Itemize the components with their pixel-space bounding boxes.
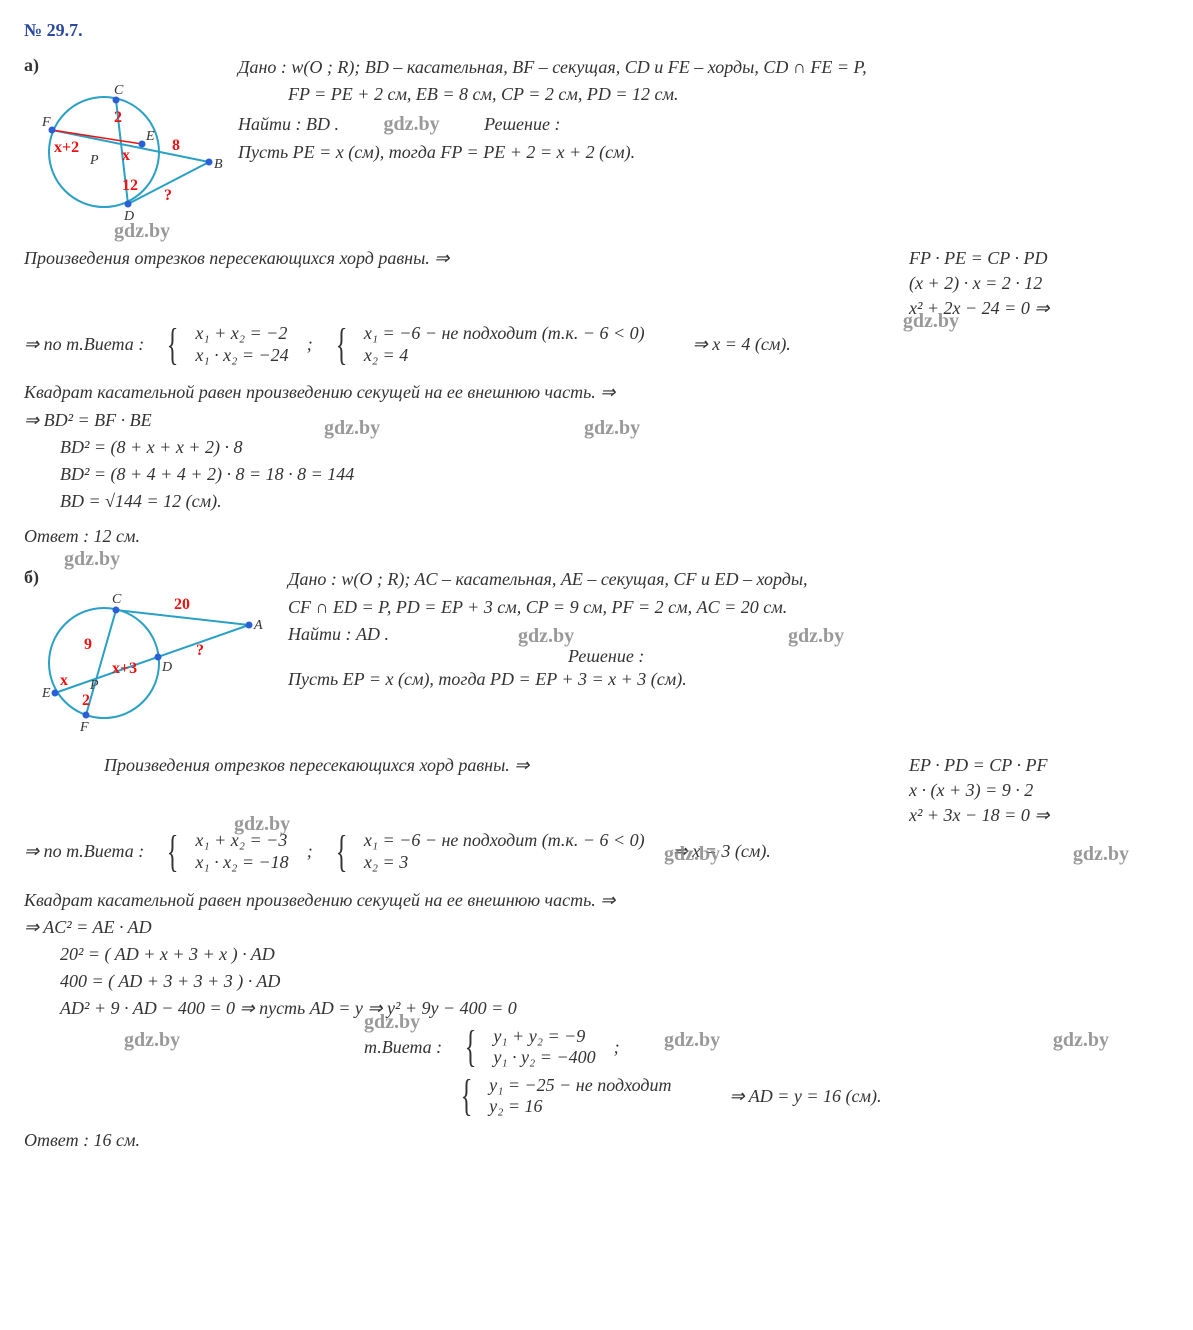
let-b: Пусть EP = x (см), тогда PD = EP + 3 = x…: [288, 667, 1169, 692]
label-2: 2: [114, 109, 122, 126]
label-xplus3: x+3: [112, 660, 137, 677]
diagram-b: C A D E F P 20 9 x x+3 2 ?: [24, 585, 274, 747]
brace-icon: {: [335, 326, 347, 364]
eq-b-1: EP · PD = CP · PF: [909, 753, 1169, 778]
eq-b-2: x · (x + 3) = 9 · 2: [909, 778, 1169, 803]
eq-a-1: FP · PE = CP · PD: [909, 246, 1169, 271]
label-q: ?: [164, 187, 172, 204]
vieta2-b-s1b: y₁ · y₂ = −400: [493, 1047, 595, 1069]
brace-icon: {: [167, 833, 179, 871]
watermark: gdz.by: [384, 110, 440, 138]
vieta2-b-s2b: y₂ = 16: [489, 1096, 671, 1118]
point-E: E: [145, 129, 155, 144]
watermark: gdz.by: [584, 414, 640, 442]
vieta-b-s2a: x₁ = −6 − не подходит (т.к. − 6 < 0): [364, 830, 645, 852]
watermark: gdz.by: [664, 840, 720, 868]
calc-a-3: BD² = (8 + 4 + 4 + 2) · 8 = 18 · 8 = 144: [24, 462, 1169, 487]
vieta-a-s1a: x₁ + x₂ = −2: [195, 323, 288, 345]
vieta-a-s2b: x₂ = 4: [364, 345, 645, 367]
calc-b-3: 400 = ( AD + 3 + 3 + 3 ) · AD: [24, 969, 1169, 994]
let-a: Пусть PE = x (см), тогда FP = PE + 2 = x…: [238, 140, 1169, 165]
point-A: A: [253, 618, 263, 633]
solution-head-a: Решение :: [484, 114, 560, 134]
label-20: 20: [174, 596, 190, 613]
given-b-2: CF ∩ ED = P, PD = EP + 3 см, CP = 9 см, …: [288, 595, 1169, 620]
watermark: gdz.by: [1053, 1026, 1109, 1054]
watermark: gdz.by: [124, 1026, 180, 1054]
calc-a-4: BD = √144 = 12 (см).: [24, 489, 1169, 514]
label-2: 2: [82, 692, 90, 709]
rule2-a: Квадрат касательной равен произведению с…: [24, 380, 1169, 405]
brace-icon: {: [335, 833, 347, 871]
brace-icon: {: [461, 1077, 473, 1115]
point-E: E: [41, 686, 51, 701]
given-b-1: Дано : w(O ; R); AC – касательная, AE – …: [288, 567, 1169, 592]
point-C: C: [114, 83, 124, 98]
given-a-2: FP = PE + 2 см, EB = 8 см, CP = 2 см, PD…: [238, 82, 1169, 107]
problem-number: № 29.7.: [24, 18, 1169, 43]
vieta-b-s2b: x₂ = 3: [364, 852, 645, 874]
solution-head-b: Решение :: [568, 644, 644, 669]
label-xplus2: x+2: [54, 139, 79, 156]
calc-b-2: 20² = ( AD + x + 3 + x ) · AD: [24, 942, 1169, 967]
watermark: gdz.by: [364, 1008, 420, 1036]
rule2-b: Квадрат касательной равен произведению с…: [24, 888, 1169, 913]
calc-b-1: ⇒ AC² = AE · AD: [24, 915, 1169, 940]
vieta-lead-b: ⇒ по т.Виета :: [24, 839, 144, 864]
brace-icon: {: [465, 1028, 477, 1066]
vieta-a-s2a: x₁ = −6 − не подходит (т.к. − 6 < 0): [364, 323, 645, 345]
label-x: x: [60, 672, 68, 689]
calc-a-1: ⇒ BD² = BF · BE: [24, 410, 152, 430]
watermark: gdz.by: [1073, 840, 1129, 868]
answer-b: Ответ : 16 см.: [24, 1128, 1169, 1153]
point-P: P: [89, 153, 99, 168]
point-P: P: [89, 678, 99, 693]
label-8: 8: [172, 137, 180, 154]
watermark: gdz.by: [64, 545, 120, 573]
watermark: gdz.by: [518, 622, 574, 650]
find-a: Найти : BD .: [238, 114, 339, 134]
vieta-a-res: ⇒ x = 4 (см).: [693, 332, 791, 357]
watermark: gdz.by: [324, 414, 380, 442]
label-12: 12: [122, 177, 138, 194]
vieta2-lead-b: т.Виета :: [364, 1035, 442, 1060]
part-a: а) F C E: [24, 53, 1169, 549]
vieta-lead-a: ⇒ по т.Виета :: [24, 332, 144, 357]
rule1-b: Произведения отрезков пересекающихся хор…: [24, 753, 529, 778]
label-q: ?: [196, 642, 204, 659]
answer-a: Ответ : 12 см.: [24, 524, 1169, 549]
watermark: gdz.by: [903, 307, 959, 335]
vieta-a-s1b: x₁ · x₂ = −24: [195, 345, 288, 367]
vieta2-b-res: ⇒ AD = y = 16 (см).: [730, 1084, 882, 1109]
calc-b-4: AD² + 9 · AD − 400 = 0 ⇒ пусть AD = y ⇒ …: [60, 998, 517, 1018]
point-B: B: [214, 157, 223, 172]
brace-icon: {: [167, 326, 179, 364]
rule1-a: Произведения отрезков пересекающихся хор…: [24, 246, 449, 271]
vieta2-b-s2a: y₁ = −25 − не подходит: [489, 1075, 671, 1097]
point-F: F: [79, 720, 89, 735]
watermark: gdz.by: [234, 810, 290, 838]
watermark: gdz.by: [114, 217, 170, 245]
label-9: 9: [84, 636, 92, 653]
point-F: F: [41, 115, 51, 130]
point-D: D: [161, 660, 172, 675]
vieta2-b-s1a: y₁ + y₂ = −9: [493, 1026, 595, 1048]
label-x: x: [122, 147, 130, 164]
given-a-1: Дано : w(O ; R); BD – касательная, BF – …: [238, 55, 1169, 80]
watermark: gdz.by: [788, 622, 844, 650]
watermark: gdz.by: [664, 1026, 720, 1054]
diagram-a: F C E B D P 2 x+2 x 8 12 ? gdz.by: [24, 72, 224, 239]
eq-a-2: (x + 2) · x = 2 · 12: [909, 271, 1169, 296]
vieta-b-s1b: x₁ · x₂ = −18: [195, 852, 288, 874]
point-C: C: [112, 592, 122, 607]
eq-b-3: x² + 3x − 18 = 0 ⇒: [909, 803, 1169, 828]
part-b: gdz.by б) C A D E F: [24, 565, 1169, 1153]
find-b: Найти : AD .: [288, 624, 389, 644]
